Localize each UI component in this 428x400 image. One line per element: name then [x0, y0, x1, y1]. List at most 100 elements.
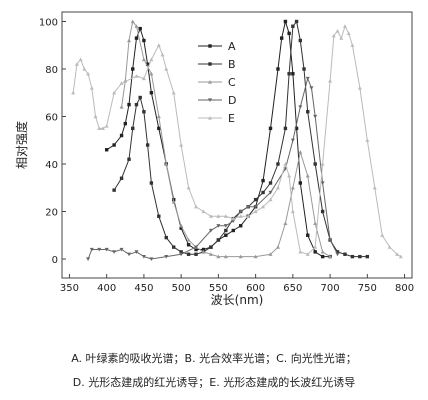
series-e-point: [194, 204, 199, 209]
series-b-point: [145, 143, 150, 147]
series-a-point: [201, 247, 206, 252]
series-b-point: [302, 67, 306, 71]
series-c-point: [313, 221, 318, 225]
legend-marker-c: [208, 80, 212, 84]
series-e-point: [253, 209, 258, 214]
series-d-point: [97, 247, 102, 252]
series-a-point: [276, 67, 280, 71]
series-c-point: [223, 254, 228, 259]
series-c-point: [179, 223, 184, 228]
series-e-point: [372, 185, 377, 190]
series-b-point: [224, 228, 228, 233]
series-b-point: [335, 250, 340, 254]
legend-label-e: E: [228, 112, 235, 125]
series-b-line: [113, 20, 368, 258]
series-b-point: [112, 188, 116, 192]
series-e-point: [298, 249, 303, 254]
series-d-point: [208, 228, 213, 233]
legend-label-b: B: [228, 58, 236, 71]
series-e: [71, 24, 403, 259]
series-e-point: [305, 252, 310, 256]
series-b-point: [313, 162, 317, 166]
series-e-point: [186, 185, 191, 190]
y-axis-ticks: 0 20 40 60 80 100: [39, 18, 66, 266]
series-c-point: [328, 254, 333, 259]
series-c-point: [119, 105, 124, 109]
y-tick-label: 60: [45, 113, 58, 124]
y-tick-label: 80: [45, 65, 58, 76]
series-d-point: [290, 138, 295, 143]
series-b-point: [294, 19, 299, 24]
series-e-point: [89, 86, 94, 90]
series-d-point: [149, 257, 154, 261]
series-c-point: [156, 114, 161, 119]
series-group: [71, 19, 403, 261]
series-d-point: [238, 209, 243, 214]
series-d-point: [127, 252, 132, 257]
series-b-point: [253, 197, 258, 202]
series-b-point: [298, 38, 302, 43]
series-a-point: [134, 36, 139, 40]
series-e-point: [119, 81, 124, 85]
series-a-point: [306, 233, 310, 237]
series-e-point: [290, 209, 295, 214]
series-d-point: [112, 250, 117, 254]
series-e-point: [261, 204, 266, 209]
plot-frame: [61, 11, 413, 279]
series-a-point: [194, 247, 198, 252]
series-e-point: [141, 76, 146, 81]
series-b-point: [149, 181, 154, 185]
series-e-point: [149, 57, 154, 62]
series-e-point: [398, 254, 403, 259]
series-a-point: [279, 36, 284, 40]
series-c-point: [216, 254, 221, 259]
series-e-point: [346, 31, 351, 35]
series-b-point: [131, 126, 135, 131]
series-e-point: [112, 90, 117, 95]
series-b-point: [179, 250, 183, 254]
series-d-point: [179, 252, 184, 257]
series-b-point: [216, 238, 221, 242]
series-e-point: [134, 74, 139, 78]
series-d-point: [104, 247, 109, 252]
series-d-point: [309, 86, 314, 90]
series-b-point: [261, 190, 265, 195]
series-e-point: [97, 126, 102, 130]
series-c-point: [238, 254, 243, 259]
series-a-point: [123, 121, 127, 126]
series-b-point: [157, 214, 161, 218]
y-tick-label: 0: [52, 255, 58, 266]
series-b-point: [320, 209, 325, 214]
series-e-point: [395, 252, 400, 256]
series-b-point: [358, 254, 362, 259]
series-d-point: [216, 224, 221, 228]
series-c-point: [130, 19, 135, 24]
series-c-point: [201, 249, 206, 254]
series-c-point: [298, 150, 303, 154]
x-tick-label: 350: [60, 283, 79, 294]
series-d-point: [194, 245, 199, 250]
series-e-point: [313, 245, 318, 249]
series-a-point: [261, 178, 265, 183]
series-c-point: [305, 173, 310, 178]
series-d-point: [89, 247, 94, 252]
series-b-point: [209, 245, 213, 249]
series-b-point: [194, 252, 198, 256]
series-a-point: [145, 62, 150, 66]
series-e-point: [231, 216, 236, 221]
series-a-point: [186, 243, 191, 247]
series-b-point: [287, 72, 291, 76]
series-e-point: [223, 214, 228, 218]
series-a-point: [313, 250, 317, 254]
series-d-point: [164, 255, 169, 259]
y-axis-label: 相对强度: [14, 121, 29, 169]
series-d-point: [246, 205, 251, 209]
series-b-point: [350, 254, 355, 259]
series-e-point: [201, 209, 206, 214]
series-d-point: [86, 257, 91, 261]
series-b-point: [164, 235, 168, 240]
series-d-point: [328, 238, 333, 242]
series-e-point: [275, 185, 280, 190]
x-tick-label: 400: [97, 283, 116, 294]
legend-marker-b: [208, 62, 212, 66]
